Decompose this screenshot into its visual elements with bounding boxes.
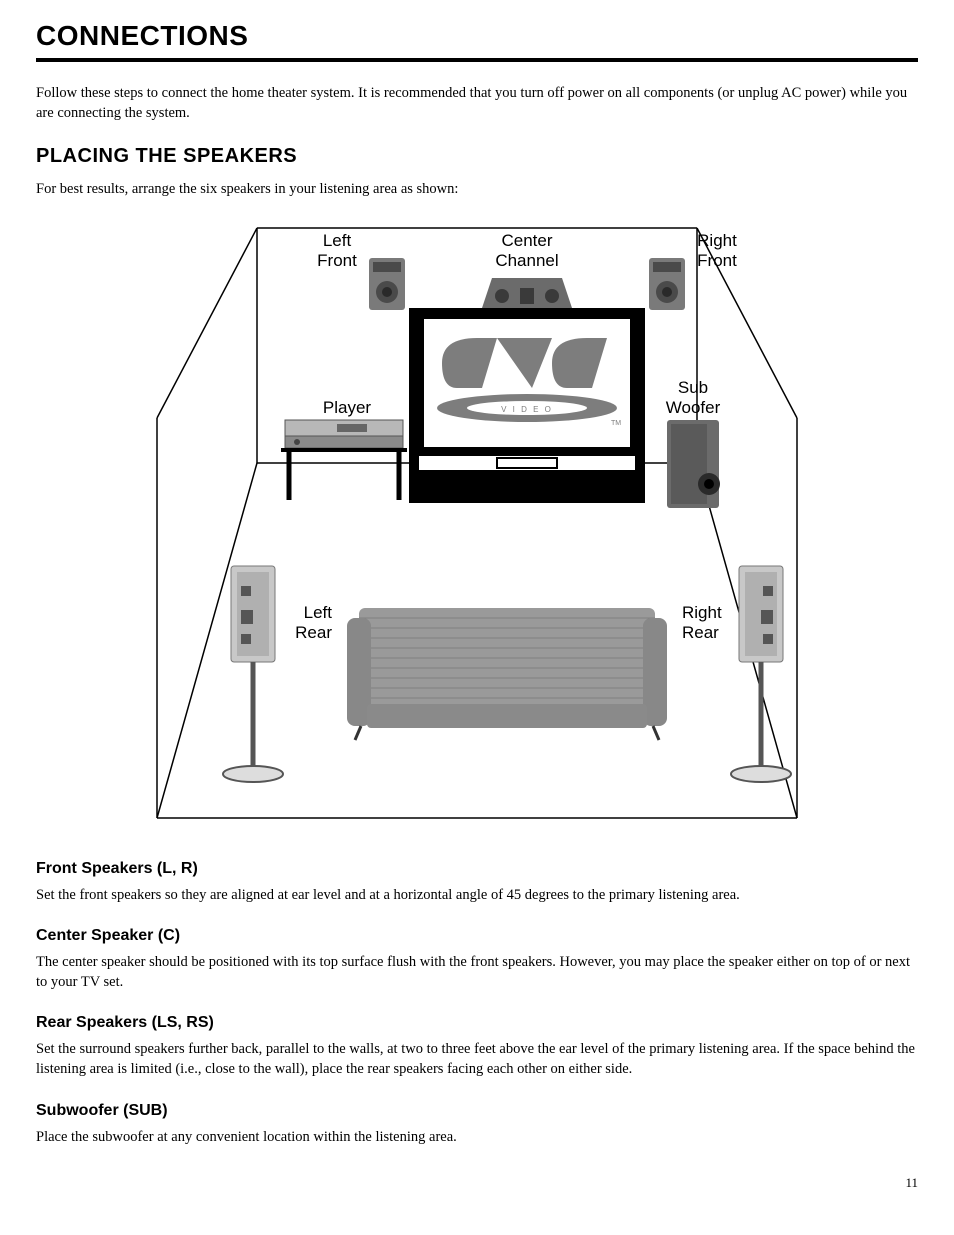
center-speaker-heading: Center Speaker (C)	[36, 927, 918, 945]
page-title: CONNECTIONS	[36, 20, 918, 52]
label-left-rear-2: Rear	[295, 623, 332, 642]
label-left-front-1: Left	[323, 231, 352, 250]
rear-speakers-body: Set the surround speakers further back, …	[36, 1040, 918, 1079]
right-front-speaker-icon	[649, 258, 685, 310]
placing-heading: PLACING THE SPEAKERS	[36, 145, 918, 168]
center-speaker-body: The center speaker should be positioned …	[36, 953, 918, 992]
label-right-rear-2: Rear	[682, 623, 719, 642]
center-speaker-icon	[482, 278, 572, 308]
speaker-layout-diagram: Left Front Center Channel Right Front	[36, 218, 918, 838]
label-center-2: Channel	[495, 251, 558, 270]
placing-intro: For best results, arrange the six speake…	[36, 180, 918, 200]
tv-icon: V I D E O TM	[409, 308, 645, 503]
label-sub-2: Woofer	[666, 398, 721, 417]
left-front-speaker-icon	[369, 258, 405, 310]
label-center-1: Center	[501, 231, 552, 250]
title-rule	[36, 58, 918, 62]
player-icon	[281, 420, 407, 500]
label-right-front-1: Right	[697, 231, 737, 250]
subwoofer-icon	[667, 420, 720, 508]
label-left-front-2: Front	[317, 251, 357, 270]
dvd-video-text: V I D E O	[501, 405, 553, 414]
intro-paragraph: Follow these steps to connect the home t…	[36, 84, 918, 123]
subwoofer-heading: Subwoofer (SUB)	[36, 1102, 918, 1120]
svg-text:TM: TM	[611, 420, 621, 427]
label-right-rear-1: Right	[682, 603, 722, 622]
page-number: 11	[36, 1175, 918, 1191]
sofa-icon	[347, 608, 667, 740]
rear-speakers-heading: Rear Speakers (LS, RS)	[36, 1014, 918, 1032]
label-sub-1: Sub	[678, 378, 708, 397]
right-rear-speaker-icon	[731, 566, 791, 782]
label-player: Player	[323, 398, 372, 417]
label-left-rear-1: Left	[304, 603, 333, 622]
front-speakers-heading: Front Speakers (L, R)	[36, 860, 918, 878]
left-rear-speaker-icon	[223, 566, 283, 782]
front-speakers-body: Set the front speakers so they are align…	[36, 886, 918, 906]
subwoofer-body: Place the subwoofer at any convenient lo…	[36, 1128, 918, 1148]
label-right-front-2: Front	[697, 251, 737, 270]
